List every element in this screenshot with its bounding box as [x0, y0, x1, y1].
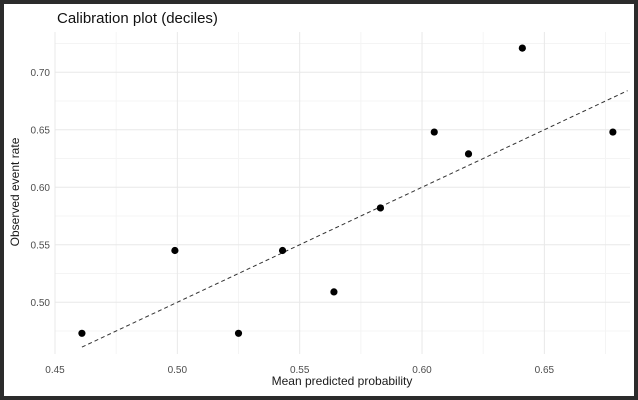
- reference-line-layer: [81, 90, 628, 348]
- data-point: [464, 150, 473, 158]
- data-point: [609, 128, 617, 136]
- data-point: [78, 329, 86, 337]
- x-tick-labels: 0.45 0.50 0.55 0.60 0.65: [45, 365, 554, 376]
- x-axis-title: Mean predicted probability: [272, 374, 413, 388]
- data-point: [234, 329, 243, 337]
- x-tick-label: 0.45: [45, 365, 65, 376]
- y-tick-label: 0.50: [31, 298, 51, 309]
- data-point: [278, 246, 287, 255]
- minor-gridlines: [55, 32, 630, 354]
- y-axis-title: Observed event rate: [8, 137, 22, 246]
- data-point: [430, 128, 438, 136]
- data-point: [518, 44, 526, 52]
- y-tick-label: 0.70: [31, 68, 51, 79]
- data-point: [376, 204, 385, 212]
- x-tick-label: 0.55: [290, 365, 310, 376]
- y-tick-label: 0.55: [31, 240, 51, 251]
- reference-line: [81, 90, 628, 348]
- y-tick-labels: 0.50 0.55 0.60 0.65 0.70: [31, 68, 51, 309]
- data-point: [330, 288, 338, 296]
- x-tick-label: 0.60: [412, 365, 432, 376]
- chart-panel: Calibration plot (deciles) 0.45 0.50 0.55 0…: [4, 4, 634, 396]
- x-tick-label: 0.50: [168, 365, 188, 376]
- y-tick-label: 0.60: [31, 183, 51, 194]
- calibration-plot: 0.45 0.50 0.55 0.60 0.65 0.50 0.55 0.60 0.65 0.7…: [8, 32, 630, 388]
- data-points: [78, 44, 617, 337]
- y-tick-label: 0.65: [31, 125, 51, 136]
- data-point: [171, 246, 179, 255]
- chart-title: Calibration plot (deciles): [57, 10, 218, 27]
- major-gridlines: [54, 32, 630, 354]
- x-tick-label: 0.65: [535, 365, 555, 376]
